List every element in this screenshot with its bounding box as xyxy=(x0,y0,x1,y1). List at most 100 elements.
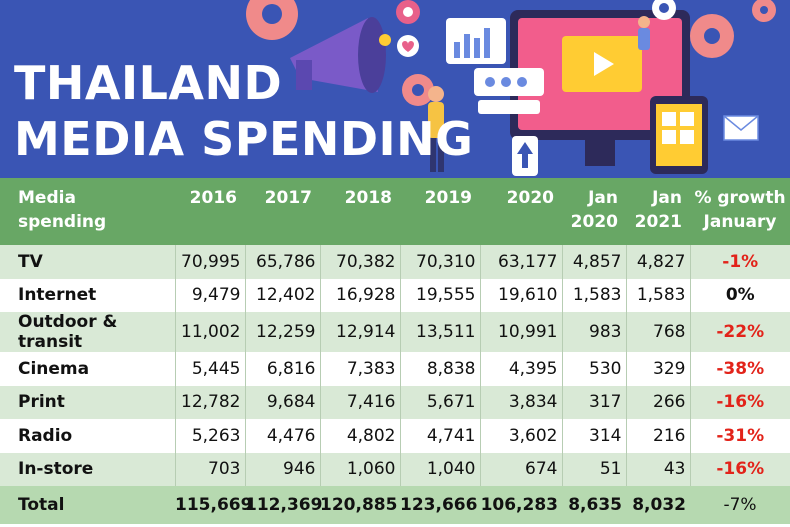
table-cell: 317 xyxy=(561,385,626,419)
table-cell: 946 xyxy=(244,452,320,486)
header-text: 2020 xyxy=(570,212,618,232)
camera-icon xyxy=(652,0,676,20)
header-2020: 2020 xyxy=(506,188,554,208)
table-cell: 1,060 xyxy=(319,452,400,486)
table-cell: 12,259 xyxy=(244,312,320,352)
table-cell: 4,741 xyxy=(399,419,480,453)
table-cell: 6,816 xyxy=(244,352,320,386)
table-cell: 216 xyxy=(625,419,690,453)
header-text: Media xyxy=(18,188,76,208)
megaphone-icon xyxy=(290,17,391,93)
row-label: In-store xyxy=(18,459,94,480)
table-cell: 4,395 xyxy=(479,352,562,386)
total-growth: -7% xyxy=(723,495,757,515)
table-cell: 10,991 xyxy=(479,312,562,352)
location-pin-icon xyxy=(396,0,420,24)
table-cell: 4,476 xyxy=(244,419,320,453)
person-figure xyxy=(638,16,650,50)
table-row: Outdoor & transit 11,002 12,259 12,914 13,51… xyxy=(0,312,790,352)
media-spending-table: Media spending 2016 2017 2018 2019 2020 … xyxy=(0,178,790,524)
gear-icon xyxy=(402,74,434,106)
person-figure xyxy=(428,86,444,172)
row-label: Cinema xyxy=(18,358,90,379)
header-text: Jan xyxy=(652,188,682,208)
gear-icon xyxy=(752,0,776,22)
table-cell: 4,827 xyxy=(625,245,690,279)
table-cell: 12,402 xyxy=(244,278,320,312)
table-row: Print 12,782 9,684 7,416 5,671 3,834 317 266 -16… xyxy=(0,385,790,419)
table-body: TV 70,995 65,786 70,382 70,310 63,177 4,857 4,8… xyxy=(0,245,790,486)
table-cell: 65,786 xyxy=(244,245,320,279)
table-cell: 530 xyxy=(561,352,626,386)
title-line-1: THAILAND xyxy=(14,56,283,110)
table-cell: 70,382 xyxy=(319,245,400,279)
tablet-icon xyxy=(650,96,708,174)
growth-cell: -1% xyxy=(689,245,790,279)
total-2019: 123,666 xyxy=(400,495,478,515)
table-cell: 768 xyxy=(625,312,690,352)
table-cell: 5,263 xyxy=(174,419,245,453)
total-2016: 115,669 xyxy=(175,495,253,515)
banner: THAILAND MEDIA SPENDING xyxy=(0,0,790,178)
growth-cell: -16% xyxy=(689,385,790,419)
growth-cell: -38% xyxy=(689,352,790,386)
row-label: Internet xyxy=(18,285,97,306)
heart-icon xyxy=(397,35,419,57)
video-play-icon xyxy=(562,36,642,92)
table-cell: 9,479 xyxy=(174,278,245,312)
header-media-spending: Media spending xyxy=(0,178,175,245)
table-cell: 70,310 xyxy=(399,245,480,279)
table-cell: 43 xyxy=(625,452,690,486)
total-jan-2021: 8,032 xyxy=(632,495,686,515)
table-cell: 1,040 xyxy=(399,452,480,486)
total-2018: 120,885 xyxy=(320,495,398,515)
table-cell: 703 xyxy=(174,452,245,486)
total-2017: 112,369 xyxy=(245,495,323,515)
table-cell: 13,511 xyxy=(399,312,480,352)
table-cell: 8,838 xyxy=(399,352,480,386)
table-row: Radio 5,263 4,476 4,802 4,741 3,602 314 216 -31% xyxy=(0,419,790,453)
title-line-2: MEDIA SPENDING xyxy=(14,112,474,166)
growth-cell: -22% xyxy=(689,312,790,352)
header-text: 2021 xyxy=(634,212,682,232)
header-2018: 2018 xyxy=(344,188,392,208)
table-cell: 1,583 xyxy=(625,278,690,312)
table-cell: 12,914 xyxy=(319,312,400,352)
mail-icon xyxy=(723,115,759,141)
table-cell: 4,857 xyxy=(561,245,626,279)
total-2020: 106,283 xyxy=(480,495,558,515)
row-label: Outdoor & transit xyxy=(18,312,118,352)
table-cell: 19,610 xyxy=(479,278,562,312)
growth-cell: -16% xyxy=(689,452,790,486)
table-header-row: Media spending 2016 2017 2018 2019 2020 … xyxy=(0,178,790,245)
table-cell: 1,583 xyxy=(561,278,626,312)
header-text: spending xyxy=(18,212,107,232)
header-jan-2021: Jan 2021 xyxy=(626,178,690,245)
table-cell: 16,928 xyxy=(319,278,400,312)
row-label: TV xyxy=(18,251,43,272)
table-cell: 4,802 xyxy=(319,419,400,453)
header-growth: % growth January xyxy=(690,178,790,245)
table-cell: 7,383 xyxy=(319,352,400,386)
header-text: January xyxy=(703,212,777,232)
growth-cell: 0% xyxy=(689,278,790,312)
table-row: Cinema 5,445 6,816 7,383 8,838 4,395 530 329 -38… xyxy=(0,352,790,386)
table-cell: 70,995 xyxy=(174,245,245,279)
row-label: Radio xyxy=(18,425,73,446)
total-row: Total 115,669 112,369 120,885 123,666 10… xyxy=(0,486,790,524)
table-cell: 5,671 xyxy=(399,385,480,419)
table-cell: 314 xyxy=(561,419,626,453)
header-text: % growth xyxy=(694,188,786,208)
growth-cell: -31% xyxy=(689,419,790,453)
table-row: In-store 703 946 1,060 1,040 674 51 43 -16% xyxy=(0,452,790,486)
table-row: TV 70,995 65,786 70,382 70,310 63,177 4,857 4,8… xyxy=(0,245,790,279)
gear-icon xyxy=(246,0,298,40)
table-cell: 329 xyxy=(625,352,690,386)
header-2019: 2019 xyxy=(424,188,472,208)
table-cell: 12,782 xyxy=(174,385,245,419)
header-jan-2020: Jan 2020 xyxy=(562,178,626,245)
table-cell: 63,177 xyxy=(479,245,562,279)
table-cell: 7,416 xyxy=(319,385,400,419)
table-cell: 266 xyxy=(625,385,690,419)
row-label: Print xyxy=(18,392,65,413)
